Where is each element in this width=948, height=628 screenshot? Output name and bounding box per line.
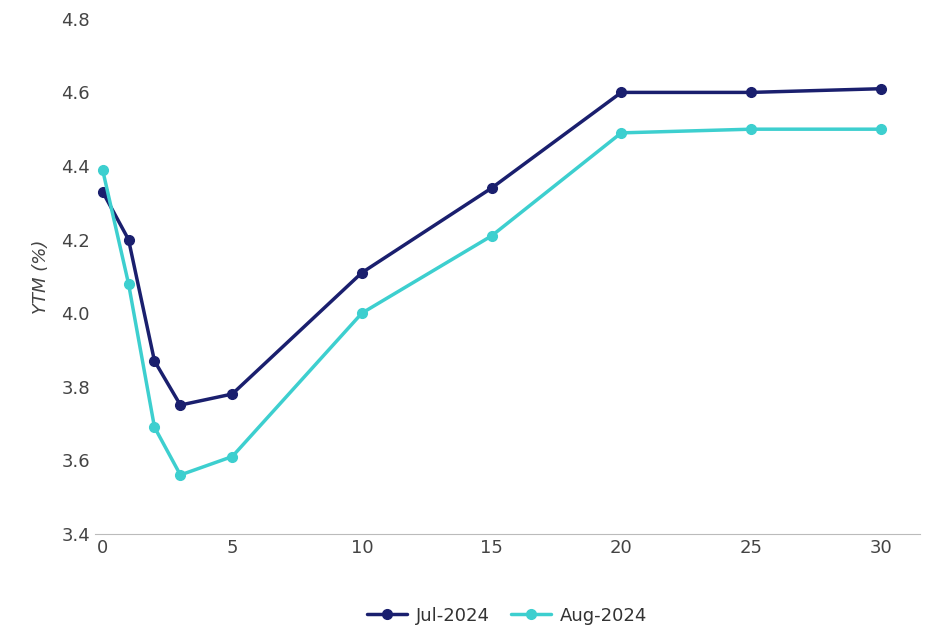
Jul-2024 — [745, 89, 757, 96]
Line: Aug-2024: Aug-2024 — [98, 124, 885, 480]
Jul-2024 — [227, 390, 238, 398]
Jul-2024 — [615, 89, 627, 96]
Aug-2024 — [149, 423, 160, 431]
Aug-2024 — [875, 126, 886, 133]
Jul-2024 — [97, 188, 108, 195]
Aug-2024 — [97, 166, 108, 173]
Line: Jul-2024: Jul-2024 — [98, 84, 885, 410]
Legend: Jul-2024, Aug-2024: Jul-2024, Aug-2024 — [359, 600, 655, 628]
Jul-2024 — [875, 85, 886, 92]
Jul-2024 — [149, 357, 160, 365]
Aug-2024 — [174, 471, 186, 479]
Aug-2024 — [486, 232, 498, 240]
Aug-2024 — [123, 280, 135, 288]
Aug-2024 — [615, 129, 627, 137]
Jul-2024 — [123, 236, 135, 243]
Y-axis label: YTM (%): YTM (%) — [32, 239, 50, 313]
Aug-2024 — [227, 453, 238, 460]
Jul-2024 — [174, 401, 186, 409]
Jul-2024 — [486, 184, 498, 192]
Aug-2024 — [745, 126, 757, 133]
Aug-2024 — [356, 310, 368, 317]
Jul-2024 — [356, 269, 368, 276]
